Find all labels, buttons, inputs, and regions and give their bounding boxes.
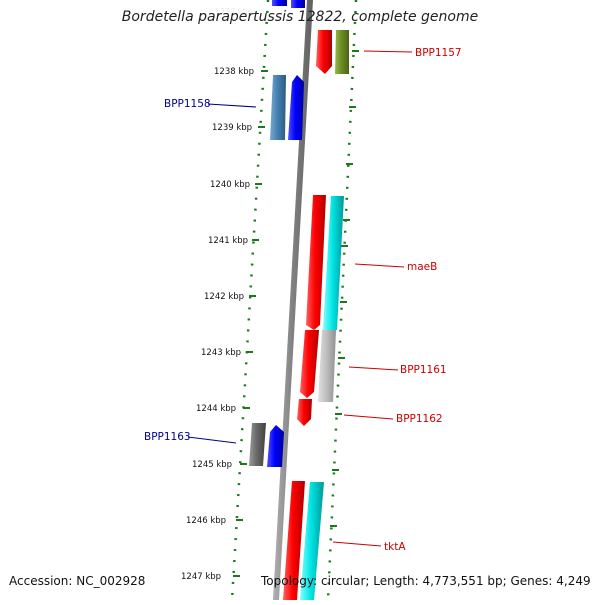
- tick-label: 1241 kbp: [208, 236, 248, 246]
- tick-label: 1242 kbp: [204, 292, 244, 302]
- outer-tick-group: [330, 50, 359, 527]
- leader-line-bpp1163: [187, 436, 237, 444]
- gene-clipped-top-2: [291, 0, 305, 8]
- tick-label: 1240 kbp: [210, 180, 250, 190]
- tick-label: 1245 kbp: [192, 460, 232, 470]
- gene-label-bpp1158: BPP1158: [164, 98, 211, 110]
- accession-text: Accession: NC_002928: [9, 574, 146, 588]
- tick-label: 1246 kbp: [186, 516, 226, 526]
- leader-line-bpp1158: [207, 103, 257, 108]
- gene-clipped-top-1: [272, 0, 287, 6]
- gene-label-tktA: tktA: [384, 541, 406, 553]
- gene-bpp1158-steel: [270, 75, 286, 140]
- gene-bpp1158-blue: [288, 75, 304, 140]
- gene-label-bpp1163: BPP1163: [144, 431, 191, 443]
- gene-bpp1161-lightgray: [318, 330, 336, 402]
- gene-label-bpp1157: BPP1157: [415, 47, 462, 59]
- gene-bpp1157-olive: [335, 30, 349, 74]
- tick-group: 1238 kbp 1239 kbp 1240 kbp 1241 kbp 1242…: [181, 67, 268, 582]
- leader-line-bpp1157: [363, 50, 413, 53]
- topology-text: Topology: circular; Length: 4,773,551 bp…: [261, 574, 591, 588]
- leader-line-bpp1162: [343, 414, 394, 420]
- gene-bpp1163-gray: [249, 423, 266, 466]
- gene-maeB-cyan: [323, 196, 344, 330]
- tick-label: 1238 kbp: [214, 67, 254, 77]
- gene-label-maeB: maeB: [407, 261, 437, 273]
- gene-maeB-red: [306, 195, 326, 330]
- tick-label-top-clipped: 1237 kbp: [215, 7, 253, 16]
- leader-line-tktA: [332, 541, 382, 547]
- inner-dotted-circle: [230, 0, 270, 601]
- gene-label-bpp1161: BPP1161: [400, 364, 447, 376]
- gene-bpp1163-blue: [267, 425, 284, 467]
- gene-bpp1161-red: [300, 330, 319, 398]
- gene-bpp1157-red: [316, 30, 332, 74]
- tick-label: 1244 kbp: [196, 404, 236, 414]
- gene-tktA-red: [283, 481, 305, 600]
- tick-label: 1247 kbp: [181, 572, 221, 582]
- map-title: Bordetella parapertussis 12822, complete…: [121, 9, 479, 25]
- tick-label: 1243 kbp: [201, 348, 241, 358]
- genome-backbone: [273, 0, 313, 600]
- leader-line-maeB: [354, 263, 405, 268]
- gene-tktA-cyan: [300, 482, 324, 600]
- gene-bpp1162-red: [297, 399, 312, 426]
- leader-line-bpp1161: [348, 366, 399, 371]
- tick-label: 1239 kbp: [212, 123, 252, 133]
- outer-dotted-circle: [326, 0, 358, 601]
- gene-label-bpp1162: BPP1162: [396, 413, 443, 425]
